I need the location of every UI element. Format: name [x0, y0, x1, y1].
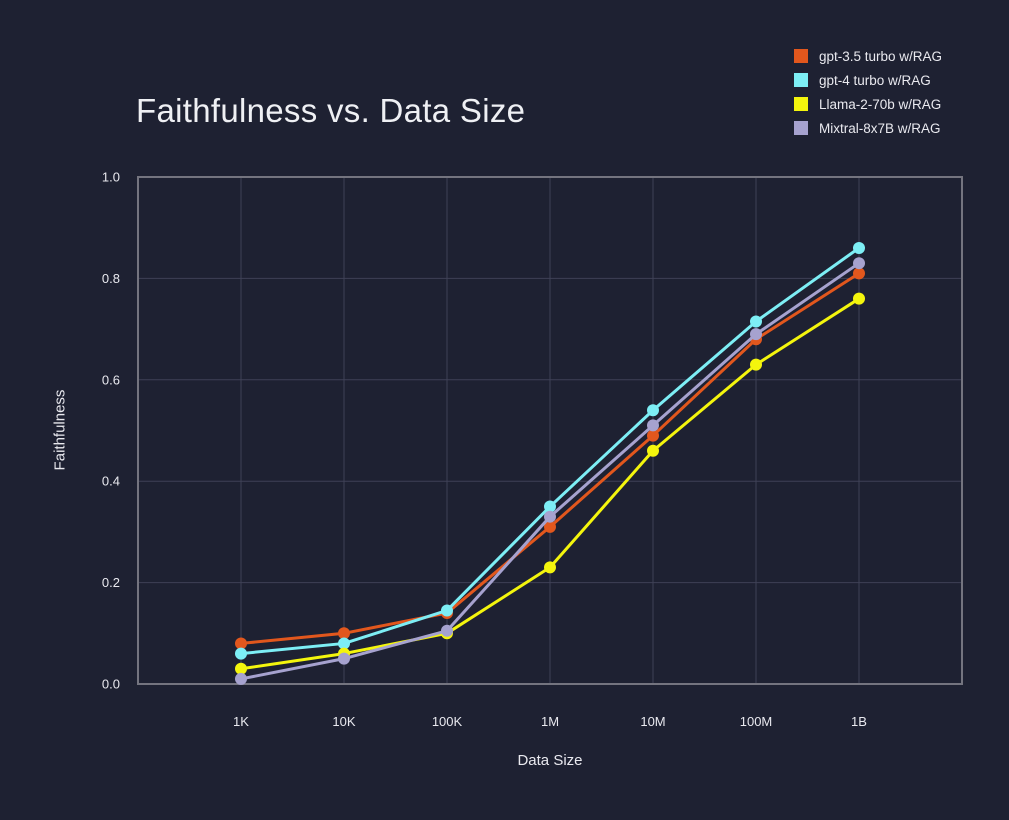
data-point [544, 500, 556, 513]
legend-swatch-icon [794, 49, 808, 63]
x-tick-label: 10K [332, 714, 355, 729]
x-tick-label: 10M [640, 714, 665, 729]
data-point [647, 404, 659, 417]
x-tick-label: 1M [541, 714, 559, 729]
x-tick-label: 100M [740, 714, 773, 729]
y-tick-label: 0.4 [102, 474, 120, 489]
legend-swatch-icon [794, 73, 808, 87]
legend-item-0[interactable]: gpt-3.5 turbo w/RAG [794, 44, 942, 68]
x-tick-label: 100K [432, 714, 463, 729]
data-point [544, 510, 556, 523]
legend-item-1[interactable]: gpt-4 turbo w/RAG [794, 68, 942, 92]
data-point [338, 637, 350, 650]
legend-item-label: Llama-2-70b w/RAG [819, 96, 942, 112]
data-point [235, 637, 247, 650]
data-point [338, 652, 350, 665]
legend-item-3[interactable]: Mixtral-8x7B w/RAG [794, 116, 942, 140]
data-point [544, 520, 556, 533]
data-point [441, 604, 453, 617]
y-tick-label: 0.0 [102, 677, 120, 692]
y-axis-title: Faithfulness [51, 389, 69, 471]
legend-item-label: gpt-3.5 turbo w/RAG [819, 48, 943, 64]
data-point [338, 627, 350, 640]
legend: gpt-3.5 turbo w/RAG gpt-4 turbo w/RAG Llam… [794, 44, 942, 140]
x-axis-title: Data Size [517, 752, 583, 769]
legend-item-label: gpt-4 turbo w/RAG [819, 72, 931, 88]
data-point [853, 267, 865, 280]
data-point [235, 662, 247, 675]
y-tick-label: 0.8 [102, 271, 120, 286]
data-point [441, 624, 453, 637]
chart-title: Faithfulness vs. Data Size [136, 92, 526, 129]
data-point [544, 561, 556, 574]
legend-swatch-icon [794, 97, 808, 111]
data-point [750, 358, 762, 371]
legend-item-2[interactable]: Llama-2-70b w/RAG [794, 92, 942, 116]
y-tick-label: 0.2 [102, 575, 120, 590]
data-point [853, 257, 865, 270]
data-point [235, 647, 247, 660]
legend-item-label: Mixtral-8x7B w/RAG [819, 120, 941, 136]
x-tick-label: 1K [233, 714, 249, 729]
legend-swatch-icon [794, 121, 808, 135]
data-point [647, 429, 659, 442]
data-point [853, 241, 865, 254]
data-point [750, 315, 762, 328]
plot-border [137, 176, 963, 685]
data-point [647, 419, 659, 432]
x-tick-label: 1B [851, 714, 867, 729]
y-tick-label: 0.6 [102, 372, 120, 387]
y-tick-label: 1.0 [102, 170, 120, 185]
data-point [235, 672, 247, 685]
data-point [647, 444, 659, 457]
data-point [750, 328, 762, 341]
data-point [853, 292, 865, 305]
